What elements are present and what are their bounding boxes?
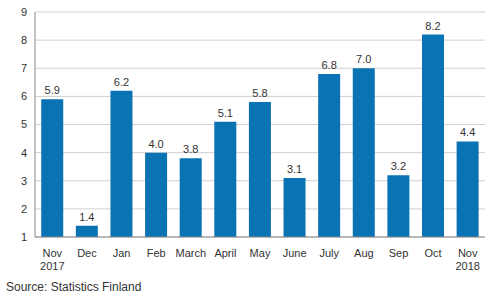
- svg-text:7.0: 7.0: [356, 53, 371, 65]
- svg-text:Feb: Feb: [147, 247, 166, 259]
- svg-text:April: April: [214, 247, 236, 259]
- svg-text:June: June: [283, 247, 307, 259]
- svg-text:7: 7: [21, 62, 27, 74]
- svg-text:4.0: 4.0: [148, 138, 163, 150]
- svg-text:5.8: 5.8: [252, 87, 267, 99]
- svg-text:3: 3: [21, 175, 27, 187]
- svg-text:Jan: Jan: [113, 247, 131, 259]
- svg-text:Dec: Dec: [77, 247, 97, 259]
- svg-text:4.4: 4.4: [460, 126, 475, 138]
- svg-text:March: March: [175, 247, 206, 259]
- svg-text:May: May: [250, 247, 271, 259]
- svg-text:1.4: 1.4: [79, 211, 94, 223]
- svg-text:1: 1: [21, 231, 27, 243]
- svg-text:9: 9: [21, 6, 27, 18]
- svg-text:5.1: 5.1: [218, 107, 233, 119]
- svg-text:6: 6: [21, 90, 27, 102]
- svg-text:2: 2: [21, 203, 27, 215]
- svg-text:6.8: 6.8: [322, 59, 337, 71]
- svg-text:Oct: Oct: [425, 247, 442, 259]
- svg-text:Nov2017: Nov2017: [40, 247, 64, 272]
- svg-text:Sep: Sep: [389, 247, 409, 259]
- svg-text:8.2: 8.2: [425, 20, 440, 32]
- svg-text:5: 5: [21, 118, 27, 130]
- svg-text:Nov2018: Nov2018: [455, 247, 479, 272]
- svg-text:3.1: 3.1: [287, 163, 302, 175]
- svg-text:5.9: 5.9: [45, 84, 60, 96]
- svg-text:6.2: 6.2: [114, 76, 129, 88]
- html-text:Source: Statistics Finland: Source: Statistics Finland: [6, 280, 142, 294]
- svg-text:4: 4: [21, 147, 27, 159]
- svg-text:3.2: 3.2: [391, 160, 406, 172]
- svg-text:July: July: [319, 247, 339, 259]
- svg-text:Aug: Aug: [354, 247, 374, 259]
- svg-text:8: 8: [21, 34, 27, 46]
- svg-text:3.8: 3.8: [183, 143, 198, 155]
